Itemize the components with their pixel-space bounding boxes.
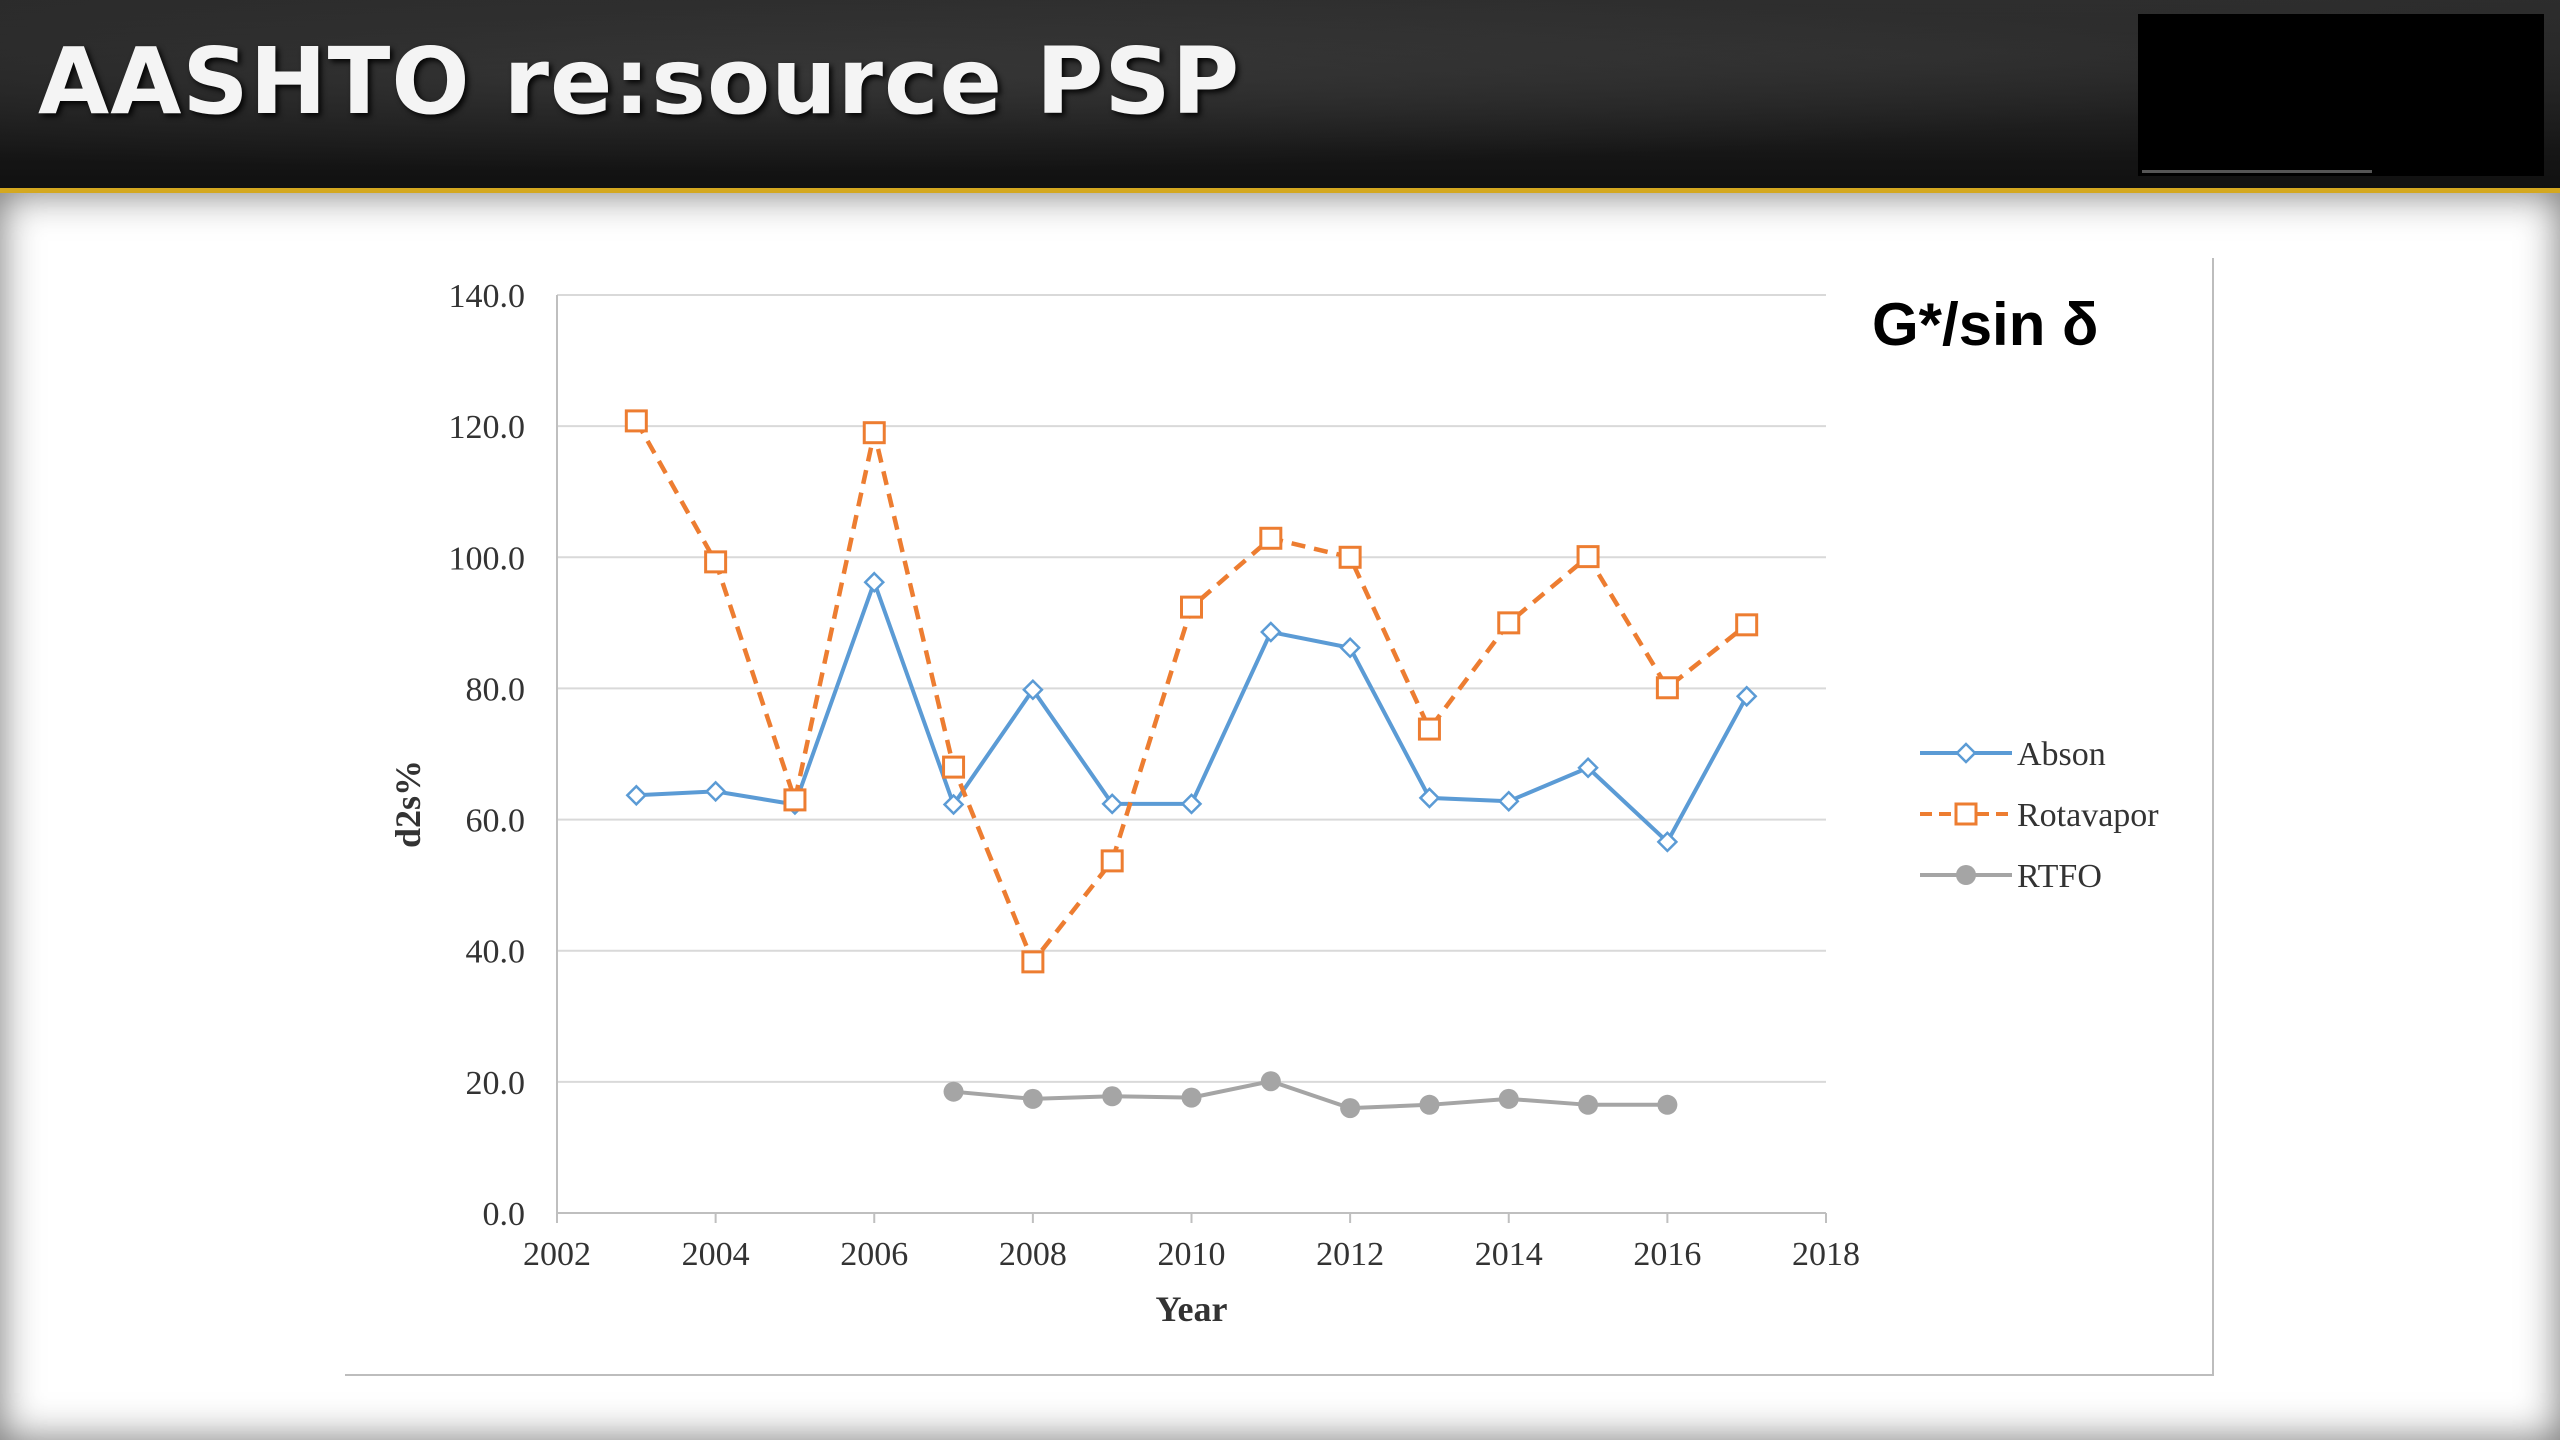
data-point-abson (863, 571, 886, 593)
legend-marker-abson (1955, 742, 1977, 764)
data-point-rtfo (1498, 1088, 1519, 1109)
data-point-rotavapor (783, 788, 807, 812)
legend-marker-rtfo (1956, 865, 1976, 885)
y-tick-label: 140.0 (449, 278, 526, 315)
y-tick-label: 40.0 (466, 934, 526, 971)
slide-body (0, 193, 2560, 1440)
x-tick-label: 2010 (1158, 1236, 1226, 1273)
logo-underline (2142, 170, 2372, 173)
data-point-rtfo (1419, 1094, 1440, 1115)
data-point-rtfo (1657, 1094, 1678, 1115)
data-point-rotavapor (1735, 613, 1759, 637)
y-tick-label: 0.0 (483, 1196, 526, 1233)
data-point-rotavapor (862, 421, 886, 445)
data-point-rotavapor (942, 755, 966, 779)
legend-label-rtfo: RTFO (2017, 858, 2102, 895)
data-point-abson (704, 780, 727, 803)
series-line-rtfo (953, 1079, 1668, 1111)
data-point-rotavapor (1576, 545, 1600, 569)
data-point-rotavapor (1338, 545, 1362, 569)
data-point-abson (1418, 787, 1441, 809)
chart-frame (345, 258, 2214, 1376)
logo (2138, 14, 2544, 176)
x-tick-label: 2012 (1316, 1236, 1384, 1273)
data-point-rtfo (1022, 1088, 1043, 1109)
data-point-rtfo (943, 1081, 964, 1102)
data-point-rtfo (1578, 1094, 1599, 1115)
y-tick-label: 60.0 (466, 803, 526, 840)
data-point-abson (942, 793, 965, 816)
data-point-rotavapor (1497, 611, 1521, 635)
y-tick-label: 120.0 (449, 409, 526, 446)
slide-title: AASHTO re:source PSP (38, 28, 1241, 135)
data-point-abson (1577, 757, 1599, 779)
x-tick-label: 2018 (1792, 1236, 1860, 1273)
data-point-rtfo (1102, 1086, 1123, 1107)
data-point-rotavapor (624, 409, 648, 433)
data-point-abson (1022, 678, 1044, 701)
series-line-rotavapor (634, 419, 1749, 967)
legend-marker-rotavapor (1954, 802, 1978, 826)
data-point-abson (1497, 790, 1520, 812)
y-tick-label: 100.0 (449, 540, 526, 577)
slide-header: AASHTO re:source PSP (0, 0, 2560, 193)
y-tick-label: 20.0 (466, 1065, 526, 1102)
data-point-abson (1180, 793, 1203, 815)
y-axis-title: d2s% (388, 760, 428, 848)
legend-label-rotavapor: Rotavapor (2017, 797, 2159, 834)
data-point-rotavapor (1100, 849, 1124, 873)
x-tick-label: 2004 (682, 1236, 750, 1273)
data-point-abson (1260, 621, 1282, 643)
data-point-rotavapor (704, 550, 728, 574)
x-tick-label: 2006 (840, 1236, 908, 1273)
data-point-rotavapor (1021, 950, 1045, 974)
data-point-rtfo (1181, 1087, 1202, 1108)
data-point-rotavapor (1655, 676, 1679, 700)
data-point-abson (1656, 831, 1679, 853)
data-point-rtfo (1340, 1098, 1361, 1119)
data-point-abson (1339, 637, 1361, 659)
data-point-abson (625, 784, 648, 807)
x-tick-label: 2016 (1633, 1236, 1701, 1273)
x-axis-title: Year (1156, 1289, 1228, 1329)
y-tick-label: 80.0 (466, 671, 526, 708)
data-point-abson (1101, 793, 1123, 815)
x-tick-label: 2008 (999, 1236, 1067, 1273)
x-tick-label: 2002 (523, 1236, 591, 1273)
legend-label-abson: Abson (2017, 736, 2106, 773)
x-tick-label: 2014 (1475, 1236, 1543, 1273)
data-point-rtfo (1260, 1071, 1281, 1092)
chart-title: G*/sin δ (1872, 291, 2099, 358)
data-point-rotavapor (1180, 595, 1203, 619)
data-point-rotavapor (1259, 526, 1283, 550)
data-point-abson (1735, 685, 1758, 708)
data-point-rotavapor (1417, 717, 1441, 741)
